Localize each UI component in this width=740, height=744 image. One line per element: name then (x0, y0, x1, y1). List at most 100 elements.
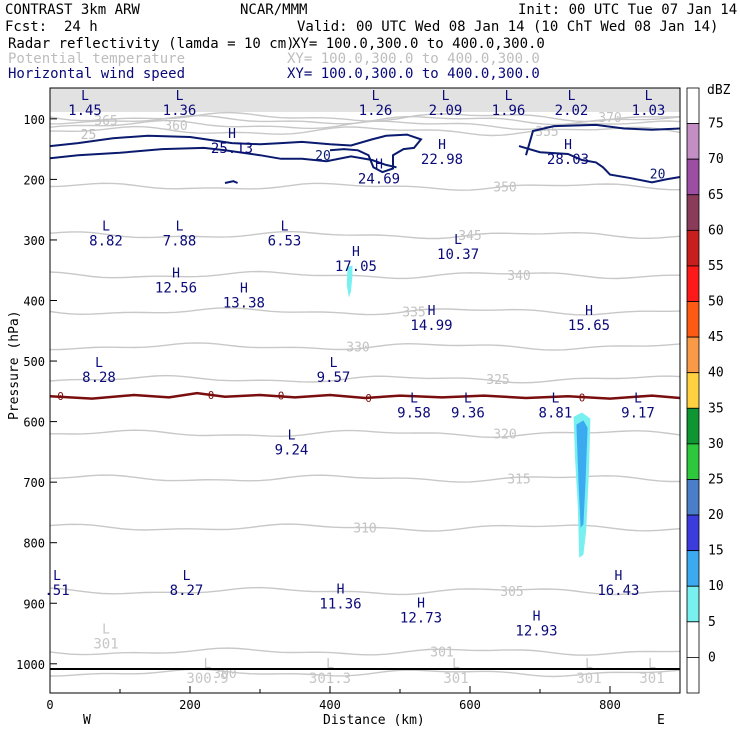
extremum-value: 12.56 (155, 280, 197, 296)
valid-time: Valid: 00 UTC Wed 08 Jan 14 (10 ChT Wed … (297, 19, 718, 35)
colorbar-tick-label: 5 (708, 615, 716, 630)
y-tick-label: 100 (23, 113, 45, 127)
y-tick-label: 200 (23, 173, 45, 187)
extremum-value: 28.03 (547, 152, 589, 168)
theta-contour-label: 370 (598, 111, 621, 126)
reflectivity-cell-core (576, 420, 588, 528)
extremum-marker: H (564, 138, 572, 153)
field-name-reflectivity: Radar reflectivity (lamda = 10 cm) (8, 36, 295, 52)
theta-contour-line (49, 647, 681, 656)
extremum-value: 12.93 (515, 624, 557, 640)
extremum-value: 15.65 (568, 318, 610, 334)
theta-contour-label: 330 (346, 341, 369, 356)
colorbar-swatch (686, 621, 700, 658)
colorbar-tick-label: 15 (708, 544, 724, 559)
extremum-marker: H (172, 266, 180, 281)
extremum-value: 6.53 (268, 234, 302, 250)
colorbar-swatch (686, 301, 700, 338)
extremum-value: 301 (576, 671, 601, 687)
extremum-marker: L (551, 392, 559, 407)
extremum-marker: H (375, 157, 383, 172)
extremum-marker: L (645, 89, 653, 104)
reflectivity-cell-upper (346, 265, 353, 298)
extremum-value: 9.36 (451, 406, 485, 422)
extremum-marker: H (438, 138, 446, 153)
colorbar-tick-label: 20 (708, 508, 724, 523)
zero-contour-label: 0 (365, 392, 372, 405)
extremum-value: 9.57 (317, 370, 351, 386)
extremum-marker: L (281, 220, 289, 235)
upper-shade-band (50, 88, 680, 112)
extremum-value: 24.69 (358, 171, 400, 187)
extremum-marker: L (204, 657, 212, 672)
y-tick-label: 400 (23, 295, 45, 309)
y-tick-label: 900 (23, 597, 45, 611)
plot-frame (49, 87, 681, 694)
extremum-value: 301 (93, 636, 118, 652)
extremum-marker: L (326, 657, 334, 672)
extremum-value: 2.09 (429, 103, 463, 119)
x-tick-label: 200 (179, 698, 201, 712)
colorbar-swatch (686, 585, 700, 623)
extremum-value: 16.43 (597, 583, 639, 599)
extremum-marker: L (81, 89, 89, 104)
extremum-marker: L (505, 89, 513, 104)
extremum-marker: L (102, 220, 110, 235)
colorbar-swatch (686, 550, 700, 587)
extremum-value: 8.82 (89, 234, 123, 250)
theta-contour-line (49, 523, 681, 532)
theta-contour-line (49, 342, 681, 351)
theta-contour-line (49, 668, 681, 678)
extremum-marker: L (568, 89, 576, 104)
y-tick-label: 800 (23, 537, 45, 551)
extremum-value: 13.38 (223, 295, 265, 311)
colorbar-swatch (686, 87, 700, 124)
extremum-value: 301 (639, 671, 664, 687)
extremum-value: 9.24 (275, 443, 309, 459)
extremum-marker: H (428, 304, 436, 319)
extremum-marker: H (228, 127, 236, 142)
model-title: CONTRAST 3km ARW (5, 2, 140, 18)
y-tick-label: 1000 (16, 658, 45, 672)
extremum-value: 10.37 (437, 247, 479, 263)
colorbar-swatch (686, 265, 700, 302)
extremum-marker: L (183, 569, 191, 584)
extremum-value: 11.36 (319, 596, 361, 612)
theta-contour-label: 325 (486, 373, 509, 388)
extremum-marker: L (176, 89, 184, 104)
extremum-marker: L (95, 356, 103, 371)
x-end-west: W (83, 713, 91, 728)
theta-contour-line (49, 270, 680, 280)
wind-label-20-east: 20 (650, 167, 666, 182)
extremum-marker: L (464, 392, 472, 407)
wind-contour-fragment (224, 180, 238, 184)
contour-labels: L1.45L1.36L1.26L2.09L1.96L2.02L1.03H25.1… (44, 89, 665, 687)
wind-contour-25 (49, 133, 423, 174)
theta-contour-line (49, 230, 681, 240)
colorbar-tick-label: 75 (708, 117, 724, 132)
extremum-value: 22.98 (421, 152, 463, 168)
field-xy-reflectivity: XY= 100.0,300.0 to 400.0,300.0 (292, 36, 545, 52)
extremum-value: 8.27 (170, 583, 204, 599)
extremum-value: 1.36 (163, 103, 197, 119)
x-axis-label: Distance (km) (323, 713, 425, 728)
extremum-marker: L (176, 220, 184, 235)
wind-label-25: 25 (81, 128, 97, 143)
colorbar-tick-label: 65 (708, 188, 724, 203)
extremum-marker: L (585, 657, 593, 672)
init-time: Init: 00 UTC Tue 07 Jan 14 (518, 2, 737, 18)
theta-contour-label: 315 (507, 473, 530, 488)
extremum-value: 12.73 (400, 610, 442, 626)
extremum-marker: H (417, 596, 425, 611)
zero-contour-label: 0 (278, 390, 285, 403)
theta-contour-label: 301 (430, 646, 453, 661)
extremum-marker: L (288, 429, 296, 444)
extremum-marker: H (533, 610, 541, 625)
wind-contour-20-east (518, 145, 681, 184)
colorbar-tick-label: 55 (708, 259, 724, 274)
extremum-marker: L (454, 233, 462, 248)
colorbar-tick-label: 60 (708, 223, 724, 238)
colorbar-tick-label: 50 (708, 295, 724, 310)
